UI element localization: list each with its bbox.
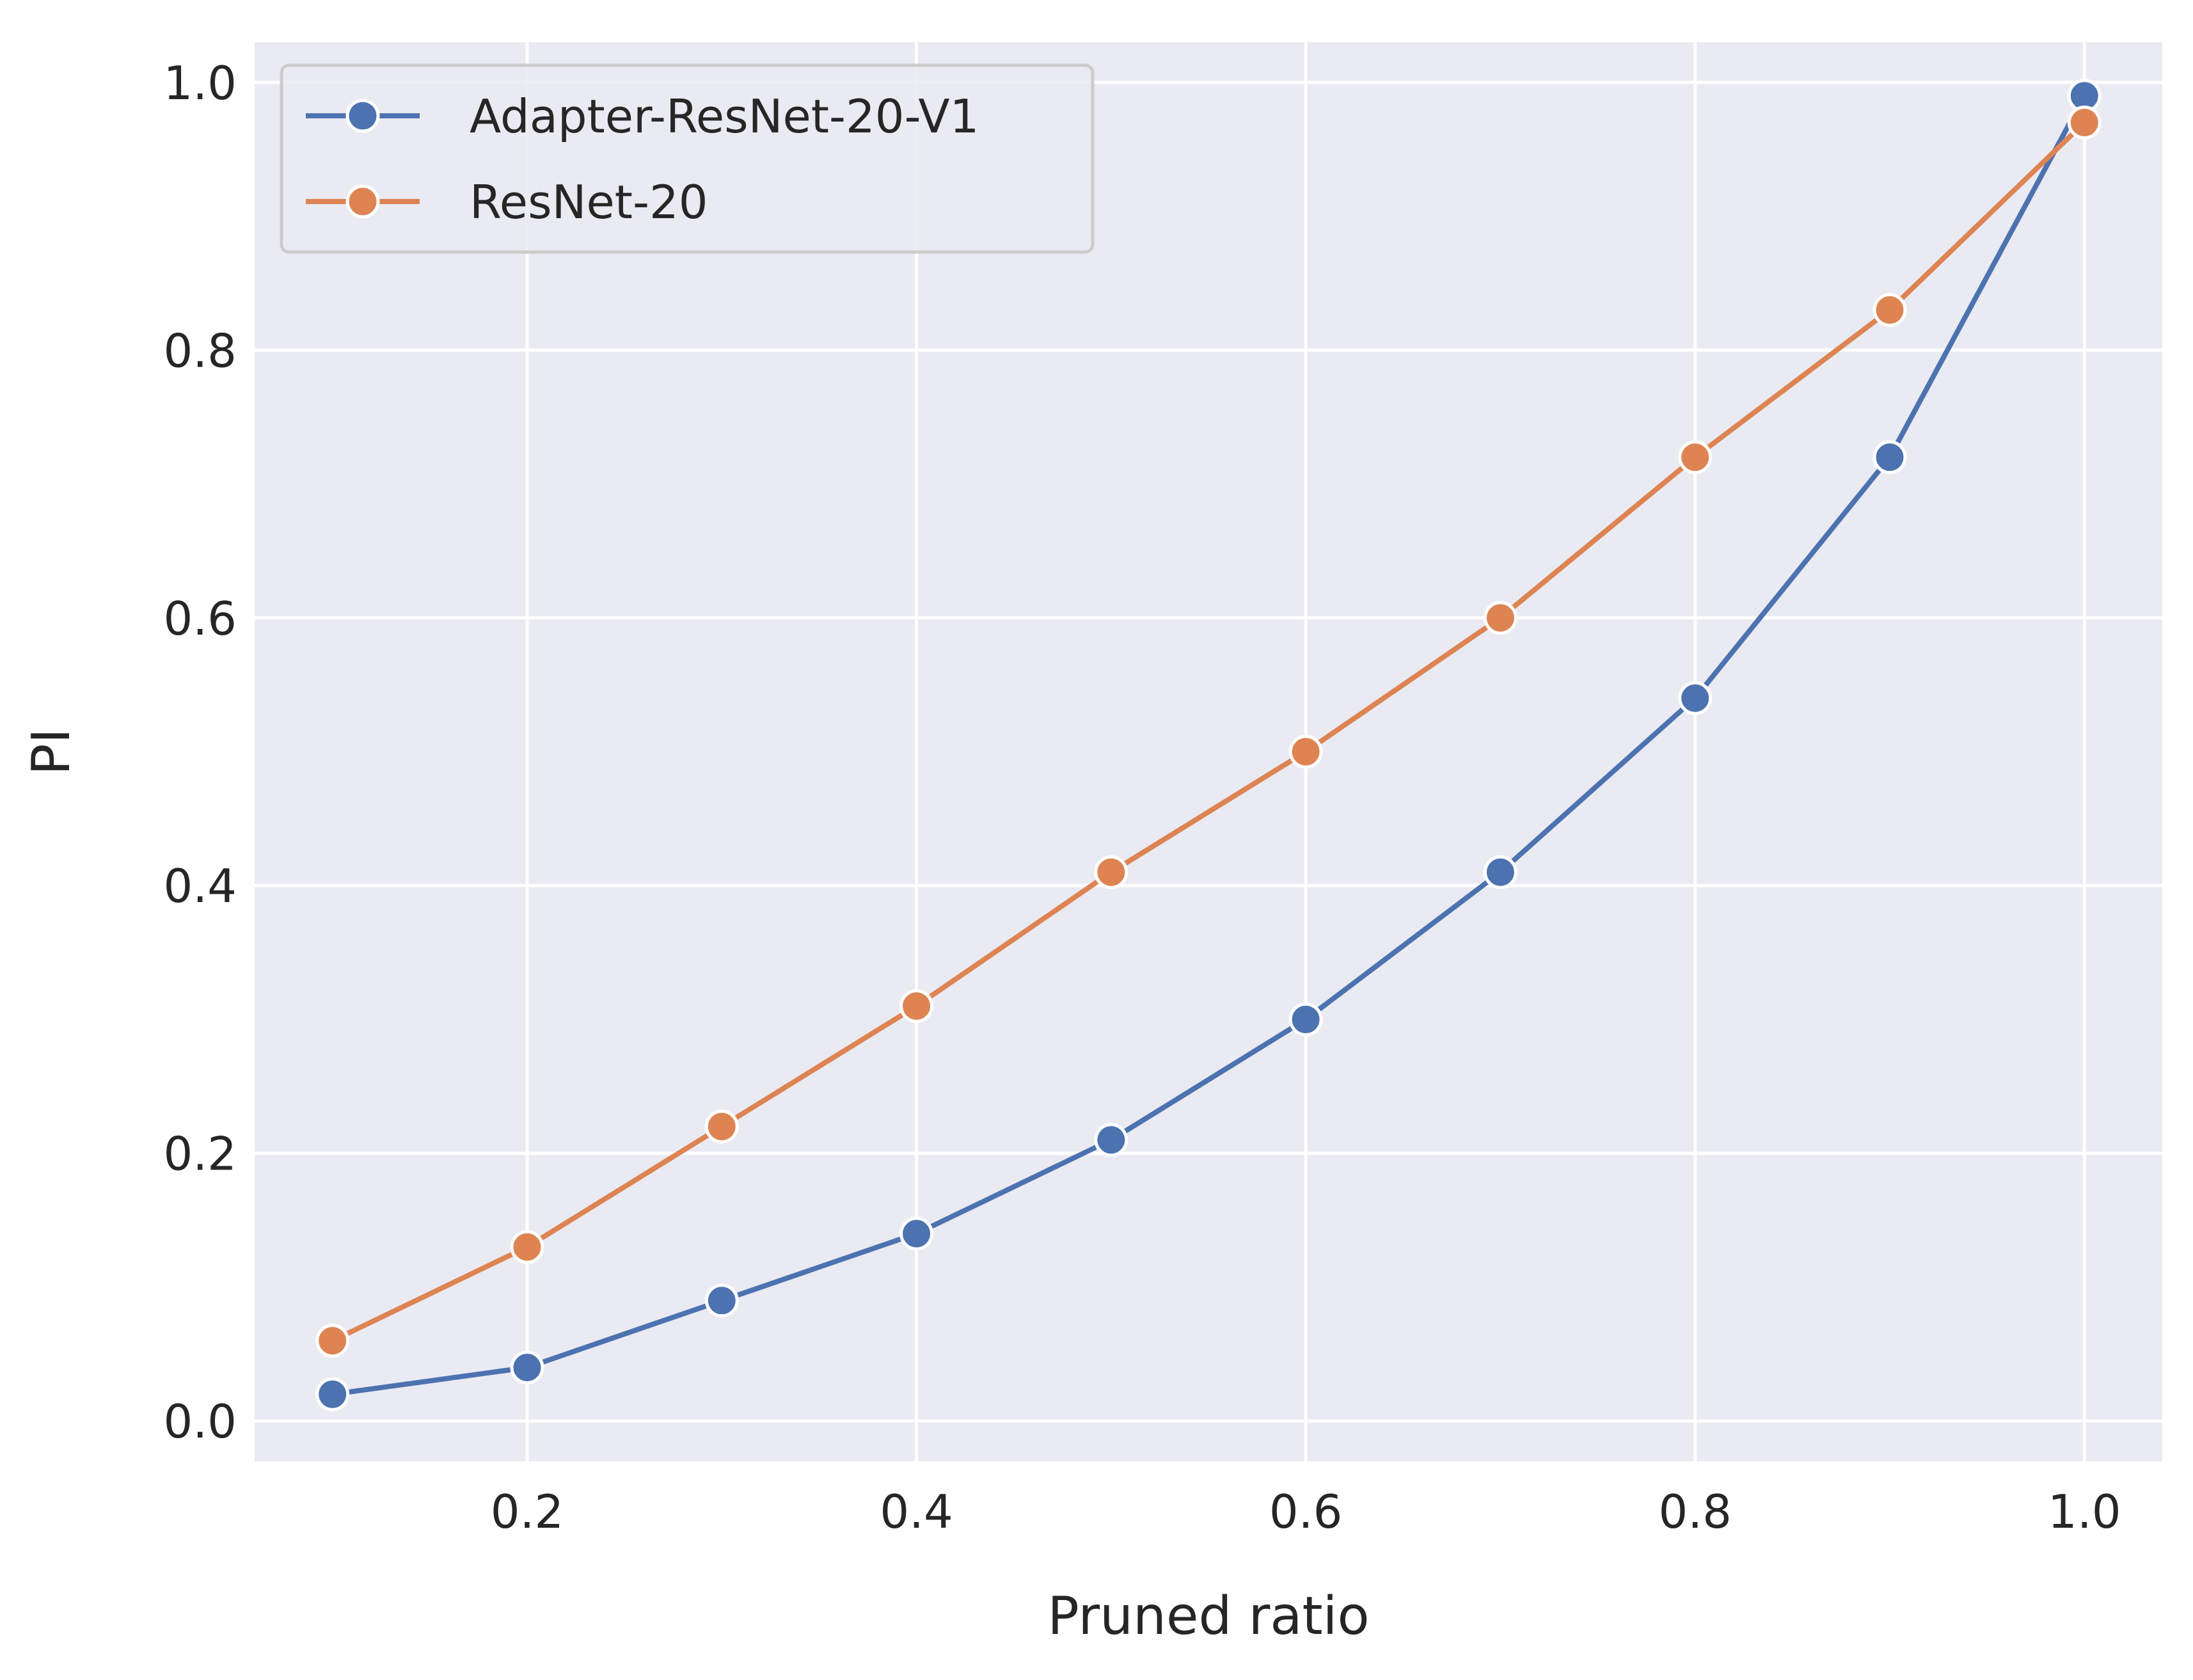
y-tick-label: 0.8 <box>163 324 237 377</box>
y-tick-label: 0.6 <box>163 592 237 646</box>
legend-marker-1 <box>345 99 380 133</box>
x-axis-label: Pruned ratio <box>1047 1586 1369 1647</box>
data-point-series-1 <box>899 1216 934 1251</box>
x-tick-label: 0.4 <box>880 1485 953 1539</box>
y-tick-label: 0.4 <box>163 859 237 913</box>
data-point-series-1 <box>1872 440 1907 475</box>
data-point-series-1 <box>1094 1123 1128 1157</box>
series-layer <box>315 79 2102 1411</box>
y-tick-label: 0.2 <box>163 1127 237 1181</box>
x-tick-label: 1.0 <box>2048 1485 2121 1539</box>
data-point-series-1 <box>315 1377 350 1411</box>
data-point-series-1 <box>1678 681 1713 715</box>
legend-box <box>280 63 1095 254</box>
data-point-series-1 <box>1288 1002 1323 1036</box>
data-point-series-1 <box>1483 855 1517 889</box>
legend-label-2: ResNet-20 <box>470 175 708 229</box>
data-point-series-2 <box>2067 106 2102 140</box>
data-point-series-2 <box>1872 292 1907 327</box>
data-point-series-2 <box>315 1324 350 1358</box>
y-tick-labels: 0.0 0.2 0.4 0.6 0.8 1.0 <box>163 56 237 1448</box>
x-tick-labels: 0.2 0.4 0.6 0.8 1.0 <box>491 1485 2121 1539</box>
legend-marker-2 <box>345 184 380 219</box>
data-point-series-2 <box>1094 855 1128 889</box>
y-tick-label: 1.0 <box>163 56 237 110</box>
data-point-series-2 <box>899 989 934 1024</box>
series-line-1 <box>329 93 2087 1397</box>
data-point-series-2 <box>510 1230 544 1264</box>
data-point-series-1 <box>510 1351 544 1385</box>
x-tick-label: 0.8 <box>1658 1485 1732 1539</box>
data-point-series-2 <box>1678 440 1713 475</box>
data-point-series-1 <box>704 1283 739 1318</box>
data-point-series-2 <box>1288 734 1323 769</box>
x-tick-label: 0.2 <box>491 1485 564 1539</box>
y-axis-label: PI <box>21 728 82 775</box>
plot-background <box>255 42 2162 1461</box>
legend: Adapter-ResNet-20-V1 ResNet-20 <box>280 63 1095 254</box>
x-tick-label: 0.6 <box>1269 1485 1343 1539</box>
data-point-series-2 <box>704 1109 739 1144</box>
legend-label-1: Adapter-ResNet-20-V1 <box>470 90 979 143</box>
data-point-series-2 <box>1483 601 1517 635</box>
y-tick-label: 0.0 <box>163 1395 237 1448</box>
series-line-2 <box>329 120 2087 1343</box>
